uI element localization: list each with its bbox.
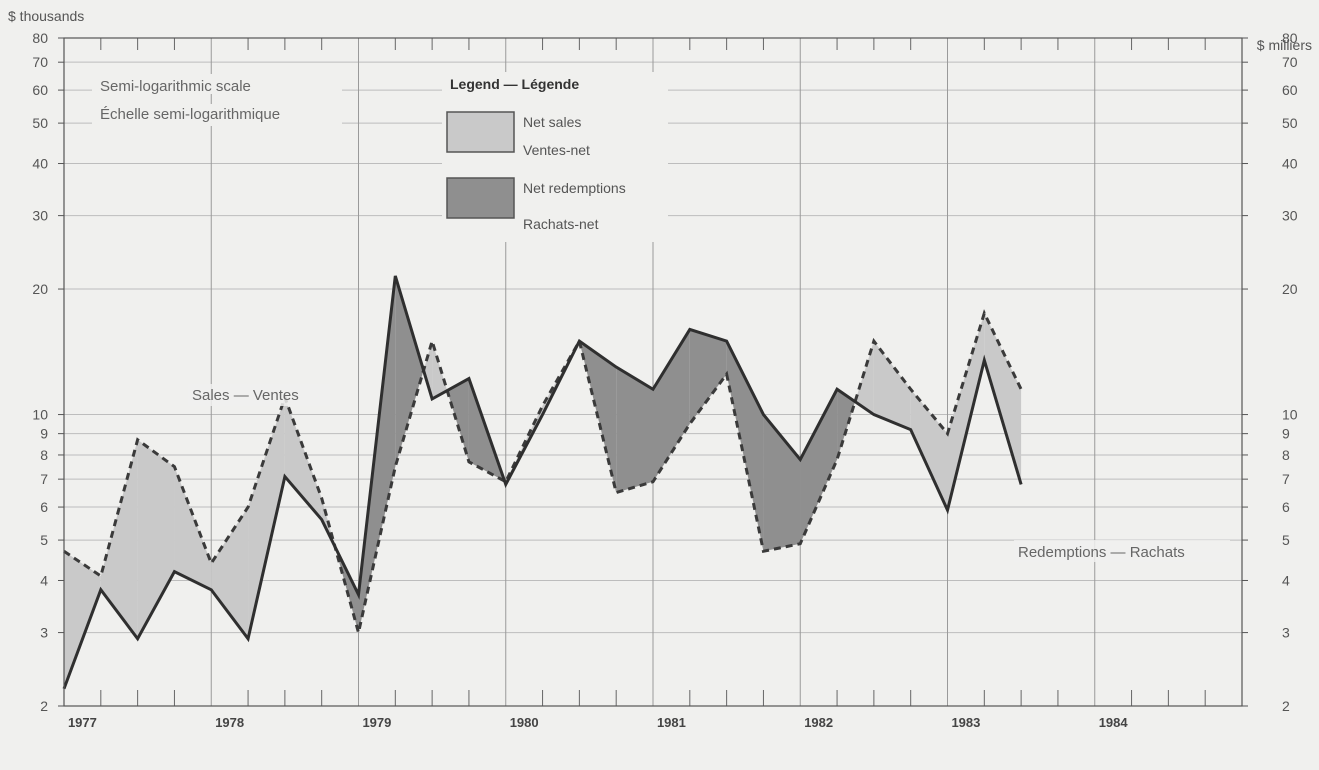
y-tick-label-left: 8 (40, 447, 48, 463)
annotation-redemptions: Redemptions — Rachats (1018, 544, 1185, 561)
plot-frame (63, 37, 1243, 707)
y-tick-label-left: 7 (40, 471, 48, 487)
net-sales-area (64, 551, 101, 689)
y-tick-label-left: 2 (40, 698, 48, 714)
series-annotations: Sales — Ventes Redemptions — Rachats (188, 384, 1230, 562)
net-sales-area (947, 313, 985, 511)
y-tick-label-right: 10 (1282, 407, 1298, 423)
x-tick-label-year: 1981 (657, 715, 686, 730)
legend-swatch-net-redemptions (446, 177, 515, 219)
net-sales-area (137, 439, 175, 639)
x-tick-label-year: 1980 (510, 715, 539, 730)
net-areas (64, 275, 1022, 689)
scale-note-en: Semi-logarithmic scale (100, 78, 251, 95)
net-sales-area (211, 507, 249, 639)
legend-label-net-sales-en: Net sales (523, 114, 581, 130)
y-tick-label-right: 50 (1282, 115, 1298, 131)
x-tick-label-year: 1978 (215, 715, 244, 730)
y-tick-label-left: 9 (40, 426, 48, 442)
net-sales-area (423, 341, 433, 399)
y-unit-right: $ milliers (1257, 37, 1312, 53)
y-tick-label-right: 40 (1282, 156, 1298, 172)
x-tick-label-year: 1977 (68, 715, 97, 730)
net-redemptions-area (689, 329, 727, 424)
y-tick-label-right: 2 (1282, 698, 1290, 714)
y-tick-label-right: 5 (1282, 532, 1290, 548)
y-tick-label-left: 30 (32, 208, 48, 224)
y-tick-label-left: 10 (32, 407, 48, 423)
net-redemptions-area (726, 341, 764, 552)
legend-label-net-redemptions-en: Net redemptions (523, 180, 626, 196)
axes: 2 2 3 3 4 4 5 5 6 6 7 7 8 8 9 9 10 10 20 20 30 30 40 40 50 50 60 60… (32, 30, 1297, 730)
y-tick-label-left: 6 (40, 499, 48, 515)
legend: Legend — Légende Net sales Ventes-net Ne… (442, 72, 668, 242)
net-redemptions-area (616, 367, 653, 493)
legend-title: Legend — Légende (450, 76, 579, 92)
y-tick-label-left: 50 (32, 115, 48, 131)
y-tick-label-left: 80 (32, 30, 48, 46)
x-tick-label-year: 1983 (951, 715, 980, 730)
y-tick-label-left: 20 (32, 281, 48, 297)
net-redemptions-area (334, 546, 359, 633)
y-tick-label-left: 40 (32, 156, 48, 172)
y-tick-label-right: 7 (1282, 471, 1290, 487)
y-tick-label-right: 20 (1282, 281, 1298, 297)
net-redemptions-area (653, 329, 690, 482)
y-tick-label-left: 70 (32, 54, 48, 70)
x-tick-label-year: 1979 (362, 715, 391, 730)
annotation-sales: Sales — Ventes (192, 387, 299, 404)
y-tick-label-right: 70 (1282, 54, 1298, 70)
net-sales-area (284, 397, 322, 520)
legend-swatch-net-sales (446, 111, 515, 153)
y-tick-label-right: 3 (1282, 625, 1290, 641)
y-tick-label-left: 3 (40, 625, 48, 641)
y-tick-label-left: 60 (32, 82, 48, 98)
y-tick-label-right: 60 (1282, 82, 1298, 98)
net-redemptions-area (800, 389, 838, 544)
y-tick-label-left: 4 (40, 572, 48, 588)
y-tick-label-right: 80 (1282, 30, 1298, 46)
x-tick-label-year: 1982 (804, 715, 833, 730)
net-sales-area (873, 341, 911, 430)
series-lines (62, 275, 1023, 690)
y-tick-label-right: 4 (1282, 572, 1290, 588)
net-redemptions-area (395, 275, 424, 467)
net-sales-area (100, 439, 138, 639)
net-sales-area (984, 313, 1022, 485)
y-tick-label-left: 5 (40, 532, 48, 548)
redemptions-line (62, 275, 1023, 690)
y-tick-label-right: 30 (1282, 208, 1298, 224)
scale-note-fr: Échelle semi-logarithmique (100, 106, 280, 123)
net-sales-area (174, 466, 212, 590)
y-unit-left: $ thousands (8, 8, 84, 24)
net-sales-area (910, 389, 948, 511)
legend-label-net-redemptions-fr: Rachats-net (523, 216, 599, 232)
x-tick-label-year: 1984 (1099, 715, 1129, 730)
net-sales-area (855, 341, 874, 415)
net-sales-area (248, 397, 285, 639)
y-tick-label-right: 8 (1282, 447, 1290, 463)
y-tick-label-right: 6 (1282, 499, 1290, 515)
legend-label-net-sales-fr: Ventes-net (523, 142, 590, 158)
scale-note: Semi-logarithmic scale Échelle semi-loga… (92, 74, 342, 126)
y-tick-label-right: 9 (1282, 426, 1290, 442)
